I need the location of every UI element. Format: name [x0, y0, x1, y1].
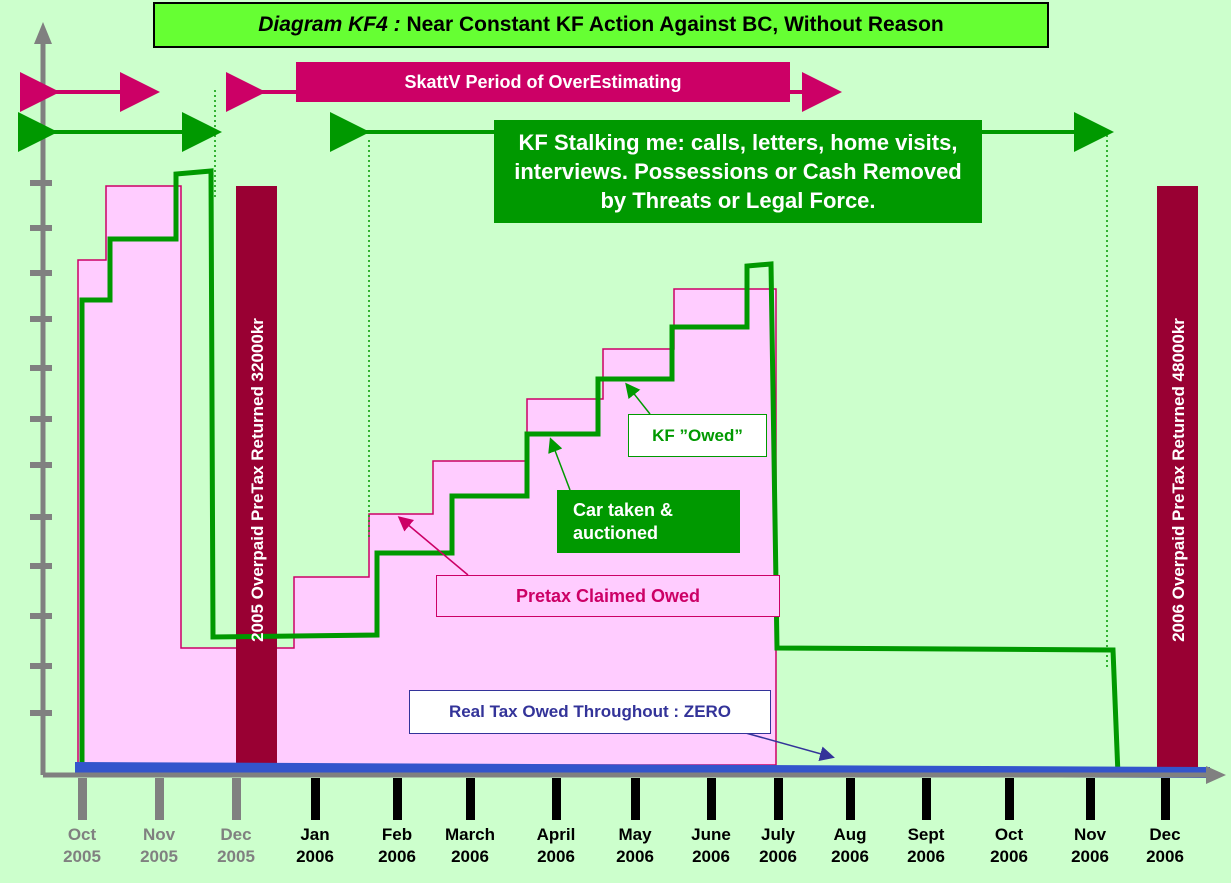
- x-tick-mark: [707, 778, 716, 820]
- x-axis-label: April 2006: [537, 825, 576, 866]
- pretax-claimed-area: [77, 185, 777, 766]
- x-tick-mark: [631, 778, 640, 820]
- x-axis-label: Dec 2005: [217, 825, 255, 866]
- x-axis-label: Sept 2006: [907, 825, 945, 866]
- x-tick-mark: [774, 778, 783, 820]
- kf-owed-pointer: [625, 382, 651, 415]
- title-rest: Near Constant KF Action Against BC, With…: [400, 13, 944, 36]
- x-tick-mark: [311, 778, 320, 820]
- kf-owed-line: [79, 168, 1121, 776]
- title-lead: Diagram KF4 :: [258, 13, 401, 36]
- x-axis-label: Jan 2006: [296, 825, 334, 866]
- bar-2005-returned: [236, 186, 277, 773]
- y-ticks: [30, 180, 52, 716]
- x-tick-mark: [1161, 778, 1170, 820]
- x-tick-mark: [232, 778, 241, 820]
- real-tax-pointer: [734, 729, 835, 762]
- x-tick-mark: [155, 778, 164, 820]
- x-axis-label: June 2006: [691, 825, 731, 866]
- bar-2006-returned: [1157, 186, 1198, 773]
- x-tick-mark: [846, 778, 855, 820]
- x-tick-mark: [922, 778, 931, 820]
- car-taken-label: Car taken & auctioned: [557, 490, 740, 553]
- x-axis-label: Nov 2005: [140, 825, 178, 866]
- x-axis-label: Nov 2006: [1071, 825, 1109, 866]
- x-axis-label: Oct 2005: [63, 825, 101, 866]
- real-tax-label: Real Tax Owed Throughout : ZERO: [409, 690, 771, 734]
- x-ticks: [78, 778, 1170, 820]
- x-axis-arrowhead: [1206, 766, 1226, 784]
- x-axis-label: May 2006: [616, 825, 654, 866]
- x-tick-mark: [393, 778, 402, 820]
- x-axis-labels: Oct 2005 Nov 2005 Dec 2005 Jan 2006 Feb 2006 March…: [63, 825, 1184, 866]
- bar-2005-label: 2005 Overpaid PreTax Returned 32000kr: [248, 318, 267, 642]
- pretax-pointer: [397, 516, 469, 576]
- x-tick-mark: [78, 778, 87, 820]
- x-tick-mark: [1086, 778, 1095, 820]
- x-axis-label: Feb 2006: [378, 825, 416, 866]
- x-axis-label: July 2006: [759, 825, 797, 866]
- skattv-period-label: SkattV Period of OverEstimating: [296, 62, 790, 102]
- x-axis-label: Aug 2006: [831, 825, 869, 866]
- x-tick-mark: [552, 778, 561, 820]
- kf-owed-label: KF ”Owed”: [628, 414, 767, 457]
- kf-stalking-label: KF Stalking me: calls, letters, home vis…: [494, 120, 982, 223]
- x-axis-label: Dec 2006: [1146, 825, 1184, 866]
- x-tick-mark: [1005, 778, 1014, 820]
- pretax-claimed-label: Pretax Claimed Owed: [436, 575, 780, 617]
- x-axis-label: March 2006: [445, 825, 495, 866]
- diagram-title: Diagram KF4 : Near Constant KF Action Ag…: [153, 2, 1049, 48]
- y-axis-arrowhead: [34, 22, 52, 44]
- x-tick-mark: [466, 778, 475, 820]
- car-taken-pointer: [548, 437, 571, 491]
- x-axis-label: Oct 2006: [990, 825, 1028, 866]
- bar-2006-label: 2006 Overpaid PreTax Returned 48000kr: [1169, 318, 1188, 642]
